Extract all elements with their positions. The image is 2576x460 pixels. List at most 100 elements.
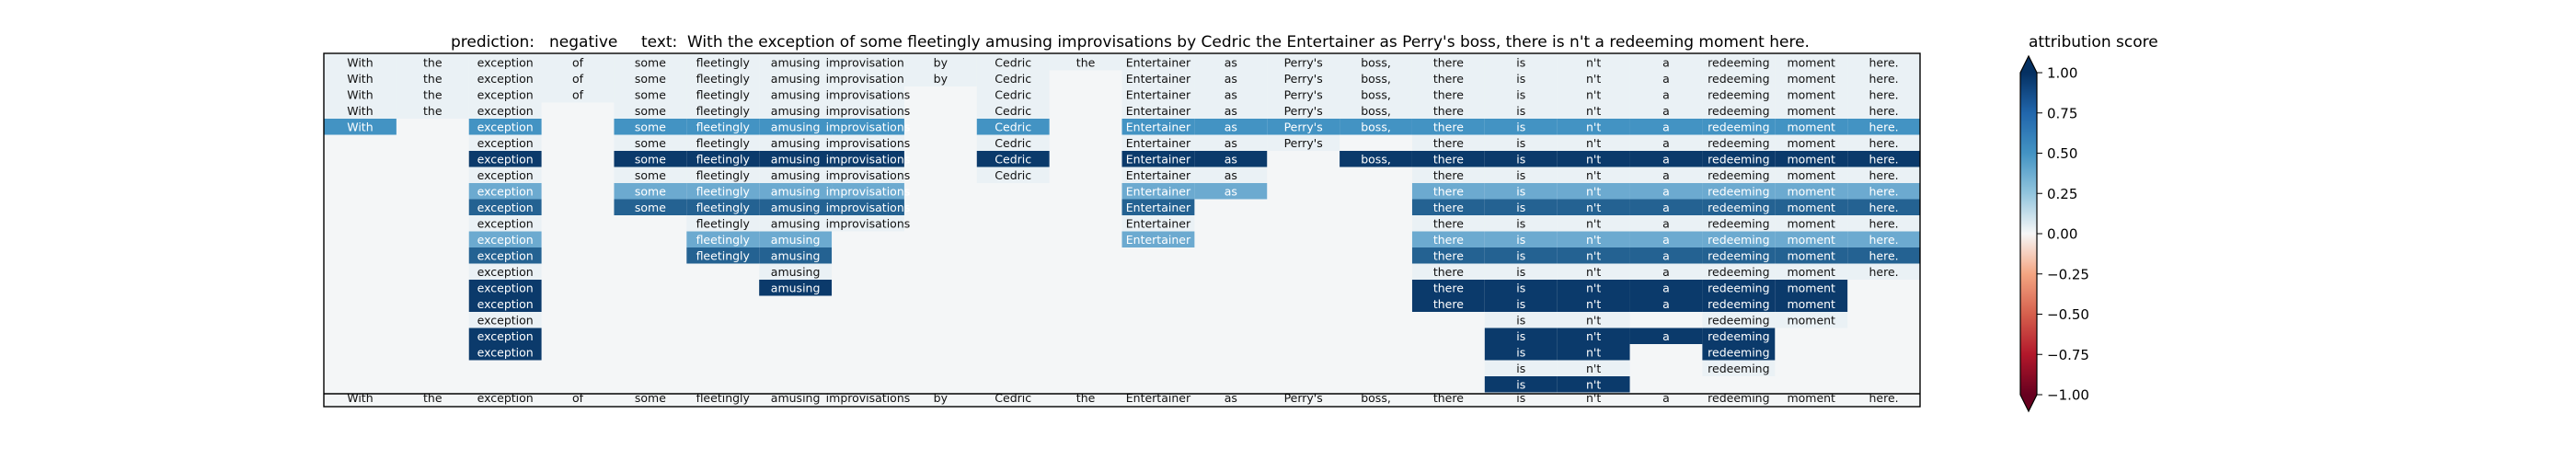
heatmap-cell bbox=[1484, 344, 1558, 361]
token-label: is bbox=[1516, 265, 1525, 279]
heatmap-cell bbox=[1484, 119, 1558, 135]
heatmap-cell bbox=[468, 247, 542, 264]
heatmap-cell bbox=[614, 134, 687, 151]
heatmap-cell bbox=[1775, 86, 1848, 103]
bottom-token-label: With bbox=[347, 391, 373, 405]
token-label: exception bbox=[477, 168, 534, 182]
heatmap-cell bbox=[832, 151, 904, 167]
token-label: a bbox=[1662, 184, 1670, 198]
token-label: here. bbox=[1869, 248, 1898, 262]
token-label: improvisations bbox=[826, 152, 911, 166]
colorbar-tick-label: 0.50 bbox=[2047, 145, 2077, 162]
token-label: boss, bbox=[1361, 152, 1391, 166]
heatmap-cell bbox=[832, 119, 904, 135]
heatmap-cell bbox=[1629, 119, 1703, 135]
heatmap-cell bbox=[1121, 70, 1195, 86]
heatmap-cell bbox=[1411, 54, 1485, 71]
token-label: Perry's bbox=[1284, 104, 1323, 118]
token-label: a bbox=[1662, 216, 1670, 230]
token-label: is bbox=[1516, 120, 1525, 133]
colorbar-tick-label: −0.75 bbox=[2047, 347, 2089, 363]
token-label: moment bbox=[1787, 72, 1835, 86]
heatmap-cell bbox=[468, 328, 542, 344]
token-label: Entertainer bbox=[1126, 201, 1191, 214]
heatmap-cell bbox=[1340, 70, 1412, 86]
token-label: as bbox=[1225, 104, 1237, 118]
heatmap-cell bbox=[686, 215, 760, 232]
token-label: fleetingly bbox=[696, 120, 751, 133]
token-label: boss, bbox=[1361, 55, 1391, 69]
heatmap-cell bbox=[541, 54, 615, 71]
token-label: redeeming bbox=[1708, 362, 1769, 375]
token-label: a bbox=[1662, 233, 1670, 247]
heatmap-cell bbox=[468, 215, 542, 232]
heatmap-cell bbox=[903, 70, 977, 86]
heatmap-cell bbox=[1629, 134, 1703, 151]
token-label: here. bbox=[1869, 265, 1898, 279]
heatmap-cell bbox=[832, 102, 904, 119]
heatmap-cell bbox=[396, 102, 469, 119]
heatmap-cell bbox=[976, 167, 1050, 183]
heatmap-cell bbox=[1267, 102, 1340, 119]
heatmap-cell bbox=[1484, 134, 1558, 151]
heatmap-cell bbox=[468, 119, 542, 135]
heatmap-cell bbox=[759, 119, 833, 135]
bottom-token-label: the bbox=[1076, 391, 1096, 405]
heatmap-cell bbox=[614, 70, 687, 86]
heatmap-cell bbox=[1702, 134, 1776, 151]
token-label: With bbox=[347, 87, 373, 101]
heatmap-cell bbox=[686, 183, 760, 200]
heatmap-cell bbox=[614, 151, 687, 167]
token-label: exception bbox=[477, 136, 534, 150]
heatmap-cell bbox=[1411, 102, 1485, 119]
bottom-token-label: here. bbox=[1869, 391, 1898, 405]
token-label: fleetingly bbox=[696, 152, 751, 166]
heatmap-cell bbox=[1847, 247, 1920, 264]
heatmap-cell bbox=[1557, 134, 1630, 151]
token-label: as bbox=[1225, 168, 1237, 182]
heatmap-cell bbox=[1847, 231, 1920, 247]
bottom-token-label: fleetingly bbox=[696, 391, 751, 405]
heatmap-cell bbox=[1702, 119, 1776, 135]
token-label: as bbox=[1225, 136, 1237, 150]
heatmap-cell bbox=[1267, 119, 1340, 135]
token-label: as bbox=[1225, 152, 1237, 166]
token-label: Entertainer bbox=[1126, 168, 1191, 182]
heatmap-cell bbox=[1775, 215, 1848, 232]
token-label: here. bbox=[1869, 136, 1898, 150]
token-label: amusing bbox=[771, 104, 821, 118]
bottom-token-label: some bbox=[635, 391, 666, 405]
heatmap-cell bbox=[832, 167, 904, 183]
token-label: amusing bbox=[771, 136, 821, 150]
token-label: n't bbox=[1586, 248, 1601, 262]
heatmap-cell bbox=[1194, 134, 1268, 151]
token-label: there bbox=[1433, 281, 1464, 294]
heatmap-cell bbox=[614, 86, 687, 103]
token-label: improvisations bbox=[826, 87, 911, 101]
token-label: moment bbox=[1787, 168, 1835, 182]
token-label: n't bbox=[1586, 233, 1601, 247]
heatmap-cell bbox=[759, 263, 833, 280]
token-label: boss, bbox=[1361, 87, 1391, 101]
token-label: some bbox=[635, 104, 666, 118]
heatmap-cell bbox=[1557, 328, 1630, 344]
heatmap-cell bbox=[1484, 295, 1558, 312]
token-label: is bbox=[1516, 168, 1525, 182]
token-label: redeeming bbox=[1708, 313, 1769, 327]
heatmap-cell bbox=[1411, 295, 1485, 312]
heatmap-cell bbox=[1340, 102, 1412, 119]
token-label: amusing bbox=[771, 152, 821, 166]
token-label: amusing bbox=[771, 72, 821, 86]
token-label: redeeming bbox=[1708, 55, 1769, 69]
token-label: n't bbox=[1586, 104, 1601, 118]
text-label: text: bbox=[641, 33, 677, 52]
token-label: there bbox=[1433, 72, 1464, 86]
heatmap-cell bbox=[1121, 215, 1195, 232]
token-label: as bbox=[1225, 72, 1237, 86]
token-label: fleetingly bbox=[696, 72, 751, 86]
token-label: amusing bbox=[771, 216, 821, 230]
token-label: redeeming bbox=[1708, 87, 1769, 101]
token-label: Entertainer bbox=[1126, 184, 1191, 198]
heatmap-cell bbox=[324, 54, 397, 71]
heatmap-cell bbox=[976, 86, 1050, 103]
